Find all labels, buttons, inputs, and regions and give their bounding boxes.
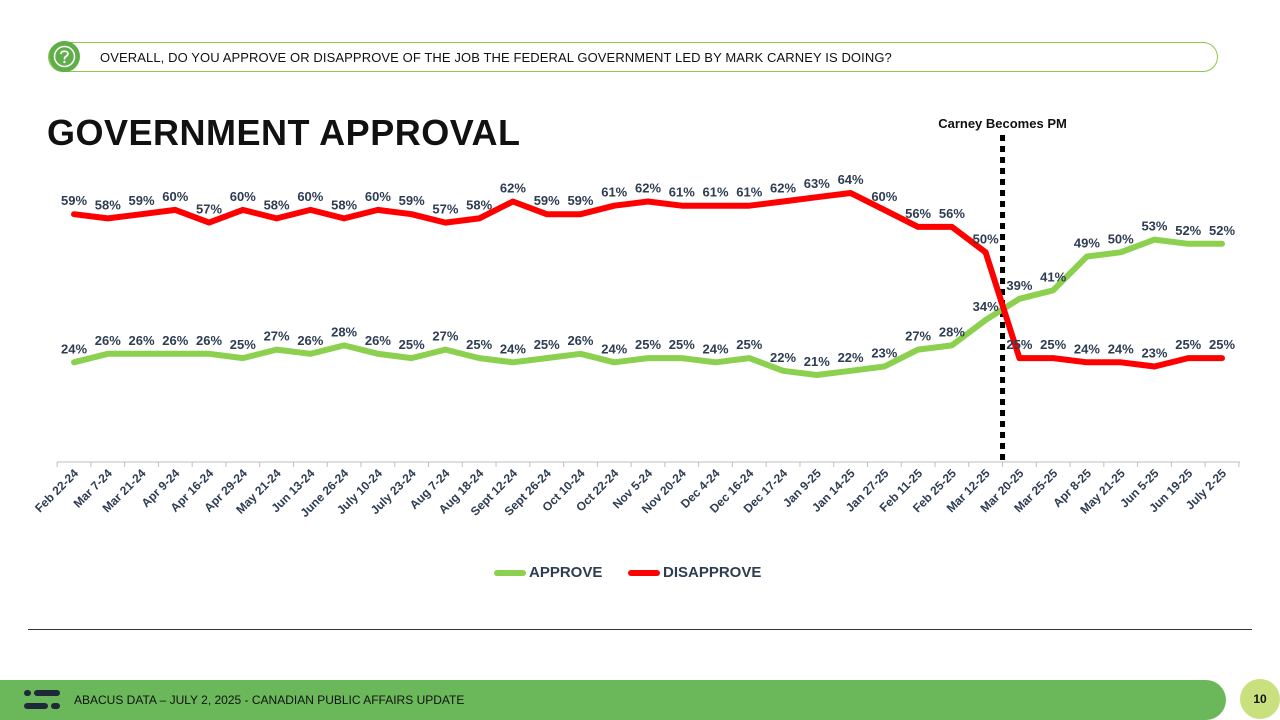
data-label: 25%: [1175, 337, 1201, 352]
data-label: 58%: [95, 197, 121, 212]
series-line-approve: [71, 236, 1225, 378]
series-line-disapprove: [71, 190, 1225, 370]
data-label: 59%: [129, 193, 155, 208]
data-label: 61%: [601, 185, 627, 200]
data-label: 60%: [365, 189, 391, 204]
data-label: 28%: [331, 324, 357, 339]
data-label: 61%: [703, 185, 729, 200]
divider: [28, 629, 1252, 630]
data-label: 24%: [1108, 341, 1134, 356]
x-tick-label: Feb 22-24: [32, 466, 81, 515]
data-label: 27%: [905, 329, 931, 344]
data-label: 26%: [95, 333, 121, 348]
data-label: 25%: [534, 337, 560, 352]
data-label: 58%: [264, 197, 290, 212]
data-label: 24%: [703, 341, 729, 356]
question-text: OVERALL, DO YOU APPROVE OR DISAPPROVE OF…: [100, 50, 892, 65]
data-label: 61%: [736, 185, 762, 200]
data-label: 59%: [567, 193, 593, 208]
page-number: 10: [1240, 679, 1280, 719]
data-label: 22%: [838, 350, 864, 365]
data-label: 26%: [162, 333, 188, 348]
data-label: 52%: [1209, 223, 1235, 238]
data-label: 64%: [838, 172, 864, 187]
data-label: 22%: [770, 350, 796, 365]
data-label: 27%: [432, 329, 458, 344]
data-label: 25%: [1040, 337, 1066, 352]
data-label: 59%: [61, 193, 87, 208]
data-label: 62%: [635, 180, 661, 195]
data-label: 41%: [1040, 269, 1066, 284]
data-label: 62%: [770, 180, 796, 195]
data-label: 60%: [871, 189, 897, 204]
data-label: 49%: [1074, 235, 1100, 250]
data-label: 27%: [264, 329, 290, 344]
legend-swatch-approve: [494, 570, 526, 576]
question-mark-icon: [49, 41, 80, 72]
data-label: 60%: [297, 189, 323, 204]
data-label: 25%: [669, 337, 695, 352]
data-label: 25%: [1209, 337, 1235, 352]
legend-label-approve: APPROVE: [529, 564, 603, 581]
data-label: 26%: [129, 333, 155, 348]
data-label: 59%: [399, 193, 425, 208]
data-label: 26%: [567, 333, 593, 348]
question-bar: OVERALL, DO YOU APPROVE OR DISAPPROVE OF…: [48, 41, 1218, 72]
data-label: 39%: [1006, 278, 1032, 293]
data-label: 63%: [804, 176, 830, 191]
data-label: 59%: [534, 193, 560, 208]
data-label: 25%: [230, 337, 256, 352]
data-label: 24%: [500, 341, 526, 356]
page-title: GOVERNMENT APPROVAL: [47, 112, 521, 153]
data-label: 60%: [230, 189, 256, 204]
data-label: 50%: [973, 231, 999, 246]
data-label: 53%: [1141, 219, 1167, 234]
data-label: 58%: [331, 197, 357, 212]
data-label: 25%: [399, 337, 425, 352]
data-label: 50%: [1108, 231, 1134, 246]
footer-bar: ABACUS DATA – JULY 2, 2025 - CANADIAN PU…: [0, 680, 1226, 720]
data-label: 56%: [939, 206, 965, 221]
legend-label-disapprove: DISAPPROVE: [663, 564, 762, 581]
data-label: 52%: [1175, 223, 1201, 238]
data-label: 26%: [196, 333, 222, 348]
data-label: 34%: [973, 299, 999, 314]
data-label: 21%: [804, 354, 830, 369]
legend-swatch-disapprove: [628, 570, 660, 576]
data-label: 25%: [635, 337, 661, 352]
data-label: 60%: [162, 189, 188, 204]
data-label: 25%: [736, 337, 762, 352]
data-label: 58%: [466, 197, 492, 212]
data-label: 24%: [1074, 341, 1100, 356]
data-label: 57%: [196, 202, 222, 217]
footer-text: ABACUS DATA – JULY 2, 2025 - CANADIAN PU…: [74, 693, 465, 707]
data-label: 62%: [500, 180, 526, 195]
data-label: 25%: [1006, 337, 1032, 352]
data-label: 24%: [601, 341, 627, 356]
data-label: 24%: [61, 341, 87, 356]
data-label: 23%: [871, 346, 897, 361]
data-label: 26%: [297, 333, 323, 348]
annotation-label: Carney Becomes PM: [938, 116, 1067, 131]
data-label: 25%: [466, 337, 492, 352]
data-label: 61%: [669, 185, 695, 200]
data-label: 56%: [905, 206, 931, 221]
data-label: 26%: [365, 333, 391, 348]
data-label: 28%: [939, 324, 965, 339]
data-label: 57%: [432, 202, 458, 217]
data-label: 23%: [1141, 346, 1167, 361]
abacus-logo-icon: [24, 690, 62, 712]
